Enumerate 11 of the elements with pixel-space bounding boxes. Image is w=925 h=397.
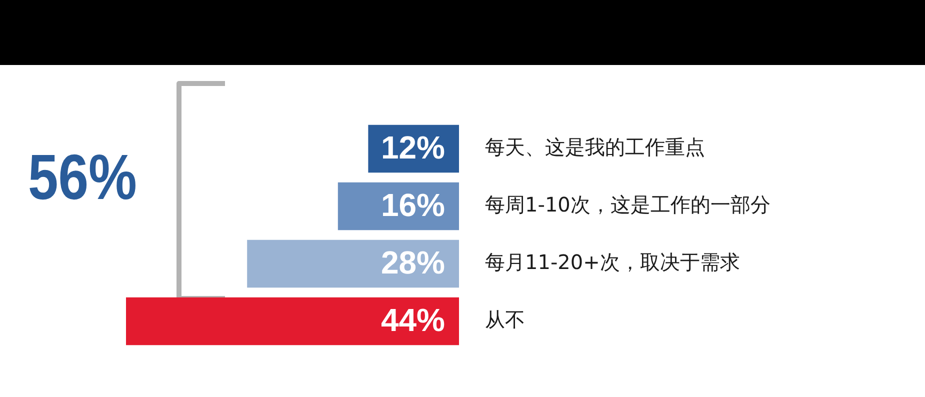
data-label: 12% bbox=[380, 130, 445, 166]
data-label: 44% bbox=[380, 302, 445, 338]
y-tick-label: 每月11-20+次，取决于需求 bbox=[485, 250, 740, 274]
annotation: 56% bbox=[28, 140, 137, 214]
y-tick-label: 每周1-10次，这是工作的一部分 bbox=[485, 192, 770, 216]
y-tick-label: 从不 bbox=[485, 307, 525, 332]
bar bbox=[126, 297, 459, 346]
bar bbox=[247, 240, 459, 288]
data-label: 28% bbox=[380, 244, 445, 281]
data-label: 16% bbox=[380, 187, 445, 224]
y-tick-label: 每天、这是我的工作重点 bbox=[485, 134, 705, 159]
